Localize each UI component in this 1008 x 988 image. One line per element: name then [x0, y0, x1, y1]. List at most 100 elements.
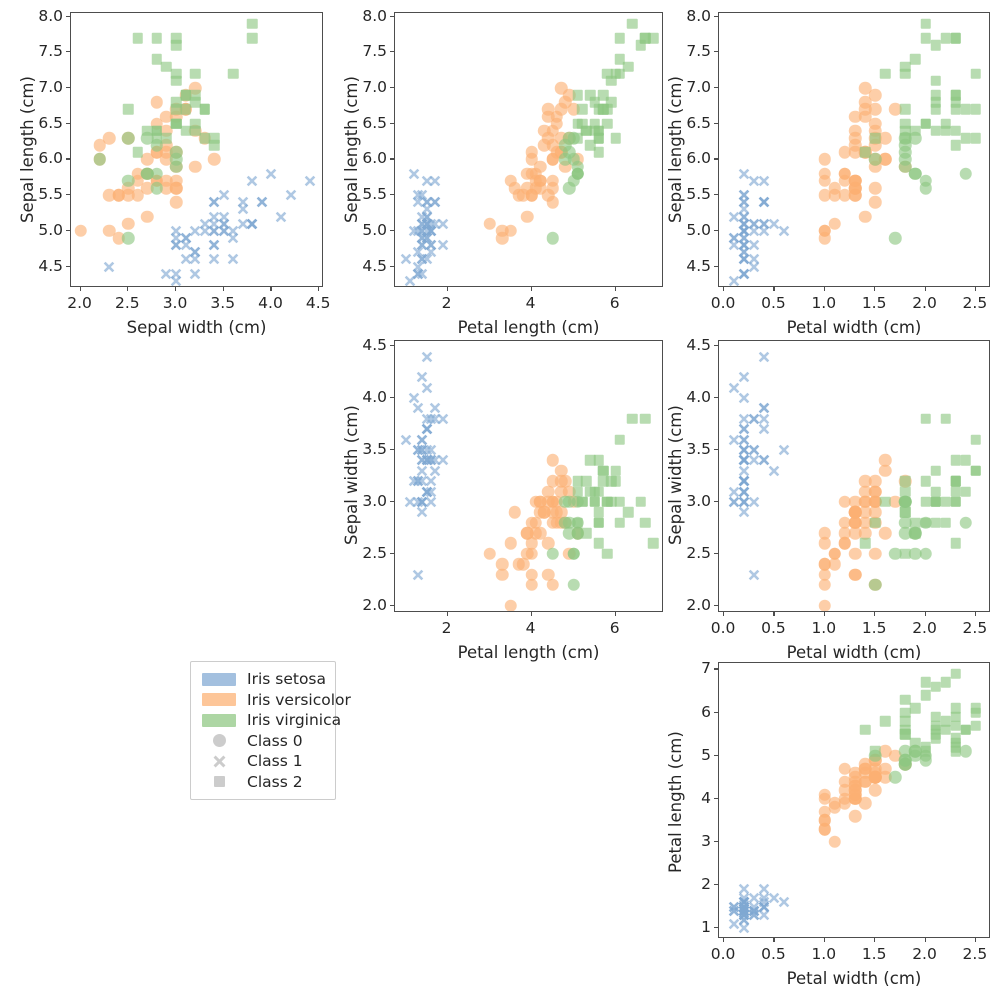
data-point: [748, 218, 761, 230]
data-point: [247, 32, 258, 44]
y-tick: [714, 194, 718, 196]
data-point: [779, 897, 791, 909]
data-point: [738, 434, 750, 446]
x-tick-label: 6: [609, 294, 620, 312]
x-tick-label: 2: [441, 619, 452, 637]
data-point: [189, 268, 201, 280]
data-point: [920, 517, 931, 528]
legend-item-3[interactable]: Class 0: [200, 731, 324, 752]
data-point: [417, 496, 429, 508]
data-point: [940, 724, 951, 736]
legend-item-0[interactable]: Iris setosa: [200, 669, 326, 690]
x-tick-label: 4.0: [258, 294, 283, 312]
y-tick-label: 3.0: [362, 491, 387, 510]
data-point: [593, 517, 605, 528]
data-point: [920, 677, 931, 688]
y-tick-label: 8.0: [38, 6, 63, 25]
data-point: [879, 715, 891, 727]
data-point: [838, 537, 852, 550]
y-tick-label: 2.0: [362, 595, 387, 614]
data-point: [161, 268, 173, 280]
data-point: [728, 486, 740, 498]
x-tick-label: 2.5: [962, 294, 988, 312]
legend-label: Iris versicolor: [247, 690, 351, 709]
data-point: [412, 403, 424, 415]
x-tick-label: 0.5: [761, 945, 786, 963]
data-point: [738, 507, 750, 519]
legend-item-2[interactable]: Iris virginica: [200, 710, 341, 731]
legend-item-4[interactable]: Class 1: [200, 751, 324, 772]
data-point: [554, 485, 568, 498]
data-point: [920, 32, 931, 44]
data-point: [150, 181, 164, 195]
data-point: [900, 61, 911, 72]
data-point: [759, 884, 771, 896]
data-point: [889, 749, 902, 762]
data-point: [879, 68, 891, 79]
data-point: [909, 131, 922, 145]
data-point: [858, 96, 872, 109]
data-point: [858, 81, 872, 95]
plot-legend[interactable]: Iris setosa Iris versicolor Iris virginica…: [190, 661, 351, 800]
data-point: [878, 153, 892, 166]
y-tick: [714, 229, 718, 231]
data-point: [930, 104, 941, 115]
data-point: [930, 39, 941, 51]
legend-color-patch: [202, 672, 236, 686]
data-point: [131, 188, 145, 202]
data-point: [151, 125, 163, 137]
data-point: [189, 225, 201, 237]
data-point: [759, 175, 771, 187]
data-point: [421, 175, 433, 187]
data-point: [858, 495, 872, 509]
data-point: [818, 599, 832, 611]
data-point: [597, 465, 609, 477]
data-point: [602, 118, 613, 129]
data-point: [738, 486, 750, 498]
panel-petal-width-vs-sepal-width: [718, 340, 990, 612]
x-tick: [723, 612, 725, 616]
data-point: [940, 413, 951, 425]
data-point: [208, 225, 220, 237]
y-tick-label: 2.5: [362, 543, 387, 562]
legend-label: Iris setosa: [247, 670, 326, 689]
x-tick-label: 0.0: [710, 945, 736, 963]
data-point: [614, 434, 626, 445]
data-point: [930, 517, 941, 528]
panel-petal-length-vs-sepal-length-points: [395, 13, 662, 286]
x-tick-label: 1.0: [811, 619, 837, 637]
data-point: [848, 110, 862, 123]
data-point: [738, 225, 750, 237]
data-point: [858, 526, 872, 540]
data-point: [614, 54, 626, 65]
data-point: [970, 434, 982, 445]
y-tick: [390, 122, 394, 124]
data-point: [218, 218, 230, 230]
legend-key-circle-icon: [200, 731, 238, 751]
legend-item-5[interactable]: Class 2: [200, 772, 324, 793]
data-point: [122, 174, 135, 188]
data-point: [438, 239, 450, 251]
data-point: [900, 118, 911, 129]
y-axis-label: Sepal length (cm): [18, 75, 37, 223]
data-point: [878, 526, 892, 540]
x-tick-label: 1.5: [861, 945, 887, 963]
panel-petal-length-vs-sepal-width-frame: [394, 340, 663, 612]
data-point: [429, 403, 441, 415]
data-point: [589, 97, 600, 108]
legend-item-1[interactable]: Iris versicolor: [200, 690, 351, 711]
data-point: [970, 104, 982, 115]
data-point: [868, 181, 882, 195]
data-point: [728, 232, 740, 244]
panel-petal-width-vs-sepal-length-frame: [718, 12, 990, 287]
data-point: [266, 168, 278, 180]
data-point: [738, 268, 750, 280]
x-tick-label: 2.0: [912, 294, 937, 312]
data-point: [421, 204, 433, 216]
data-point: [900, 475, 911, 487]
x-tick: [874, 287, 876, 291]
y-tick-label: 5.0: [362, 220, 387, 239]
data-point: [818, 805, 832, 819]
data-point: [769, 218, 781, 230]
y-tick: [714, 840, 718, 843]
